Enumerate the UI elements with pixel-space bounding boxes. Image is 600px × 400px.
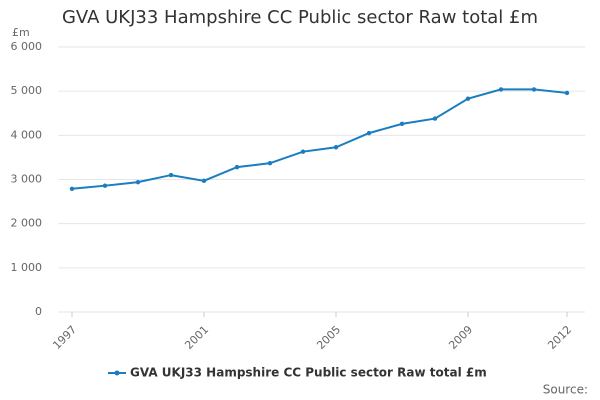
point [465, 96, 471, 101]
point [102, 183, 108, 188]
y-tick-label: 5 000 [11, 84, 43, 97]
point [168, 172, 174, 178]
chart-title: GVA UKJ33 Hampshire CC Public sector Raw… [62, 7, 538, 28]
point [135, 179, 141, 185]
point [498, 87, 504, 92]
point [333, 145, 339, 150]
point [432, 116, 438, 121]
point [234, 164, 240, 170]
legend-marker [114, 370, 120, 376]
y-tick-label: 3 000 [11, 173, 43, 186]
point [300, 149, 306, 154]
x-tick-label: 2001 [182, 323, 211, 352]
y-tick-label: 4 000 [11, 128, 43, 141]
x-tick-label: 2009 [446, 323, 475, 352]
x-tick-label: 1997 [50, 323, 79, 352]
point [564, 90, 570, 96]
source: Source: [543, 383, 588, 397]
y-tick-label: 1 000 [11, 261, 43, 274]
y-tick-label: 2 000 [11, 217, 43, 230]
x-tick-label: 2012 [545, 323, 574, 352]
y-tick-label: 0 [35, 305, 42, 318]
series-line [71, 88, 568, 190]
point [201, 178, 207, 184]
y-unit: £m [12, 26, 30, 39]
legend-label: GVA UKJ33 Hampshire CC Public sector Raw… [130, 366, 487, 380]
point [366, 130, 372, 136]
point [531, 87, 537, 92]
point [69, 186, 75, 191]
x-tick-label: 2005 [314, 323, 343, 352]
point [399, 121, 405, 127]
y-tick-label: 6 000 [11, 40, 43, 53]
point [267, 160, 273, 166]
